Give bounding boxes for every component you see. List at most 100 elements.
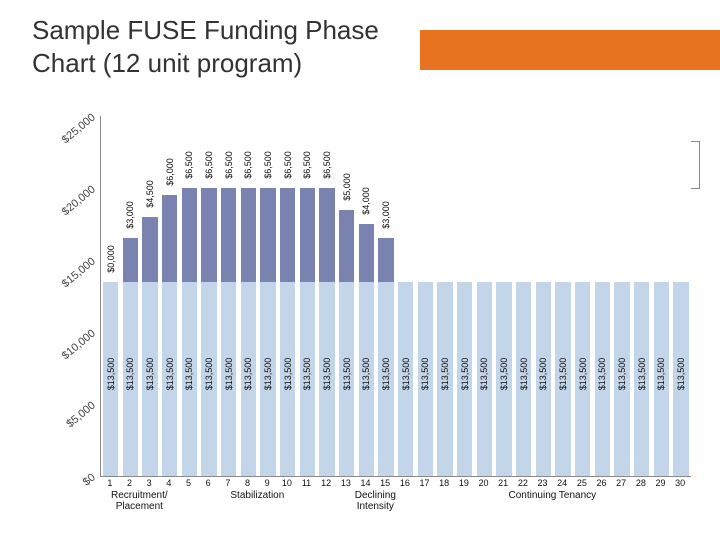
x-axis-tick: 1 xyxy=(107,478,112,488)
baseline-value-label: $13,500 xyxy=(165,358,175,391)
fuse-bar xyxy=(241,188,256,282)
bar-column: $13,500$3,000 xyxy=(378,116,393,476)
x-axis-tick: 20 xyxy=(478,478,488,488)
bar-column: $13,500$6,500 xyxy=(201,116,216,476)
fuse-value-label: $4,500 xyxy=(145,180,155,208)
fuse-bar xyxy=(260,188,275,282)
baseline-value-label: $13,500 xyxy=(243,358,253,391)
x-axis-tick: 23 xyxy=(537,478,547,488)
fuse-value-label: $6,500 xyxy=(224,151,234,179)
bar-column: $13,500 xyxy=(496,116,511,476)
y-axis-tick: $5,000 xyxy=(44,399,98,447)
baseline-value-label: $13,500 xyxy=(499,358,509,391)
y-axis-tick: $10,000 xyxy=(44,327,98,375)
x-axis-tick: 19 xyxy=(459,478,469,488)
baseline-value-label: $13,500 xyxy=(106,358,116,391)
fuse-value-label: $6,500 xyxy=(322,151,332,179)
baseline-value-label: $13,500 xyxy=(401,358,411,391)
bar-column: $13,500 $6,500 xyxy=(319,116,334,476)
bar-column: $13,500 xyxy=(418,116,433,476)
bar-column: $13,500 $4,500 xyxy=(142,116,157,476)
bar-column: $13,500 $4,000 xyxy=(359,116,374,476)
baseline-value-label: $13,500 xyxy=(440,358,450,391)
slide-header: Sample FUSE Funding Phase Chart (12 unit… xyxy=(0,0,720,90)
bar-column: $13,500 $6,500 xyxy=(241,116,256,476)
x-axis-tick: 26 xyxy=(596,478,606,488)
fuse-value-label: $6,500 xyxy=(243,151,253,179)
fuse-bar xyxy=(182,188,197,282)
bar-column: $13,500 xyxy=(457,116,472,476)
bar-column: $13,500 $6,500 xyxy=(280,116,295,476)
x-axis-tick: 15 xyxy=(380,478,390,488)
x-axis-tick: 16 xyxy=(400,478,410,488)
title-line2: Chart (12 unit program) xyxy=(32,48,302,78)
slide-title: Sample FUSE Funding Phase Chart (12 unit… xyxy=(32,14,379,79)
bar-column: $13,500 $5,000 xyxy=(339,116,354,476)
fuse-bar xyxy=(142,217,157,282)
baseline-value-label: $13,500 xyxy=(322,358,332,391)
baseline-value-label: $13,500 xyxy=(558,358,568,391)
fuse-value-label: $3,000 xyxy=(381,202,391,230)
bar-column: $13,500 xyxy=(614,116,629,476)
x-axis-tick: 3 xyxy=(147,478,152,488)
bar-column: $13,500 $3,000 xyxy=(123,116,138,476)
fuse-bar xyxy=(123,238,138,281)
baseline-value-label: $13,500 xyxy=(184,358,194,391)
x-axis-tick: 4 xyxy=(166,478,171,488)
x-axis-tick: 8 xyxy=(245,478,250,488)
y-axis-tick: $25,000 xyxy=(44,111,98,159)
bar-column: $13,500 xyxy=(536,116,551,476)
baseline-value-label: $13,500 xyxy=(145,358,155,391)
fuse-value-label: $6,500 xyxy=(263,151,273,179)
fuse-value-label: $6,500 xyxy=(283,151,293,179)
x-axis-tick: 25 xyxy=(577,478,587,488)
bar-column: $13,500 xyxy=(575,116,590,476)
baseline-value-label: $13,500 xyxy=(342,358,352,391)
fuse-value-label: $4,000 xyxy=(361,187,371,215)
x-axis-tick: 7 xyxy=(225,478,230,488)
fuse-value-label: $5,000 xyxy=(342,173,352,201)
title-line1: Sample FUSE Funding Phase xyxy=(32,15,379,45)
x-axis-tick: 10 xyxy=(282,478,292,488)
x-axis-tick: 29 xyxy=(655,478,665,488)
phase-label: DecliningIntensity xyxy=(355,490,396,512)
phase-label: Stabilization xyxy=(230,490,284,501)
x-axis-tick: 9 xyxy=(265,478,270,488)
y-axis-tick: $15,000 xyxy=(44,255,98,303)
chart-plot: $13,500$0,000$13,500$3,000$13,500$4,500$… xyxy=(100,116,691,477)
x-axis-tick: 12 xyxy=(321,478,331,488)
bar-column: $13,500 xyxy=(654,116,669,476)
bar-column: $13,500$6,500 xyxy=(221,116,236,476)
baseline-value-label: $13,500 xyxy=(361,358,371,391)
x-axis-tick: 22 xyxy=(518,478,528,488)
x-axis-tick: 28 xyxy=(636,478,646,488)
fuse-value-label: $6,500 xyxy=(184,151,194,179)
fuse-value-label: $3,000 xyxy=(125,202,135,230)
bar-column: $13,500$0,000 xyxy=(103,116,118,476)
bar-column: $13,500 $6,000 xyxy=(162,116,177,476)
fuse-value-label: $6,000 xyxy=(165,158,175,186)
fuse-bar xyxy=(378,238,393,281)
x-axis-tick: 2 xyxy=(127,478,132,488)
baseline-value-label: $13,500 xyxy=(656,358,666,391)
fuse-bar xyxy=(359,224,374,282)
baseline-value-label: $13,500 xyxy=(676,358,686,391)
x-axis-tick: 21 xyxy=(498,478,508,488)
baseline-value-label: $13,500 xyxy=(302,358,312,391)
baseline-value-label: $13,500 xyxy=(597,358,607,391)
bar-column: $13,500 xyxy=(477,116,492,476)
fuse-bar xyxy=(221,188,236,282)
baseline-value-label: $13,500 xyxy=(617,358,627,391)
bar-column: $13,500 xyxy=(398,116,413,476)
x-axis-tick: 5 xyxy=(186,478,191,488)
baseline-value-label: $13,500 xyxy=(519,358,529,391)
bar-column: $13,500 xyxy=(673,116,688,476)
baseline-value-label: $13,500 xyxy=(125,358,135,391)
phase-label: Continuing Tenancy xyxy=(509,490,597,501)
baseline-value-label: $13,500 xyxy=(538,358,548,391)
baseline-value-label: $13,500 xyxy=(283,358,293,391)
baseline-value-label: $13,500 xyxy=(637,358,647,391)
y-axis-tick: $0 xyxy=(44,471,98,519)
fuse-bar xyxy=(201,188,216,282)
bar-column: $13,500$6,500 xyxy=(260,116,275,476)
